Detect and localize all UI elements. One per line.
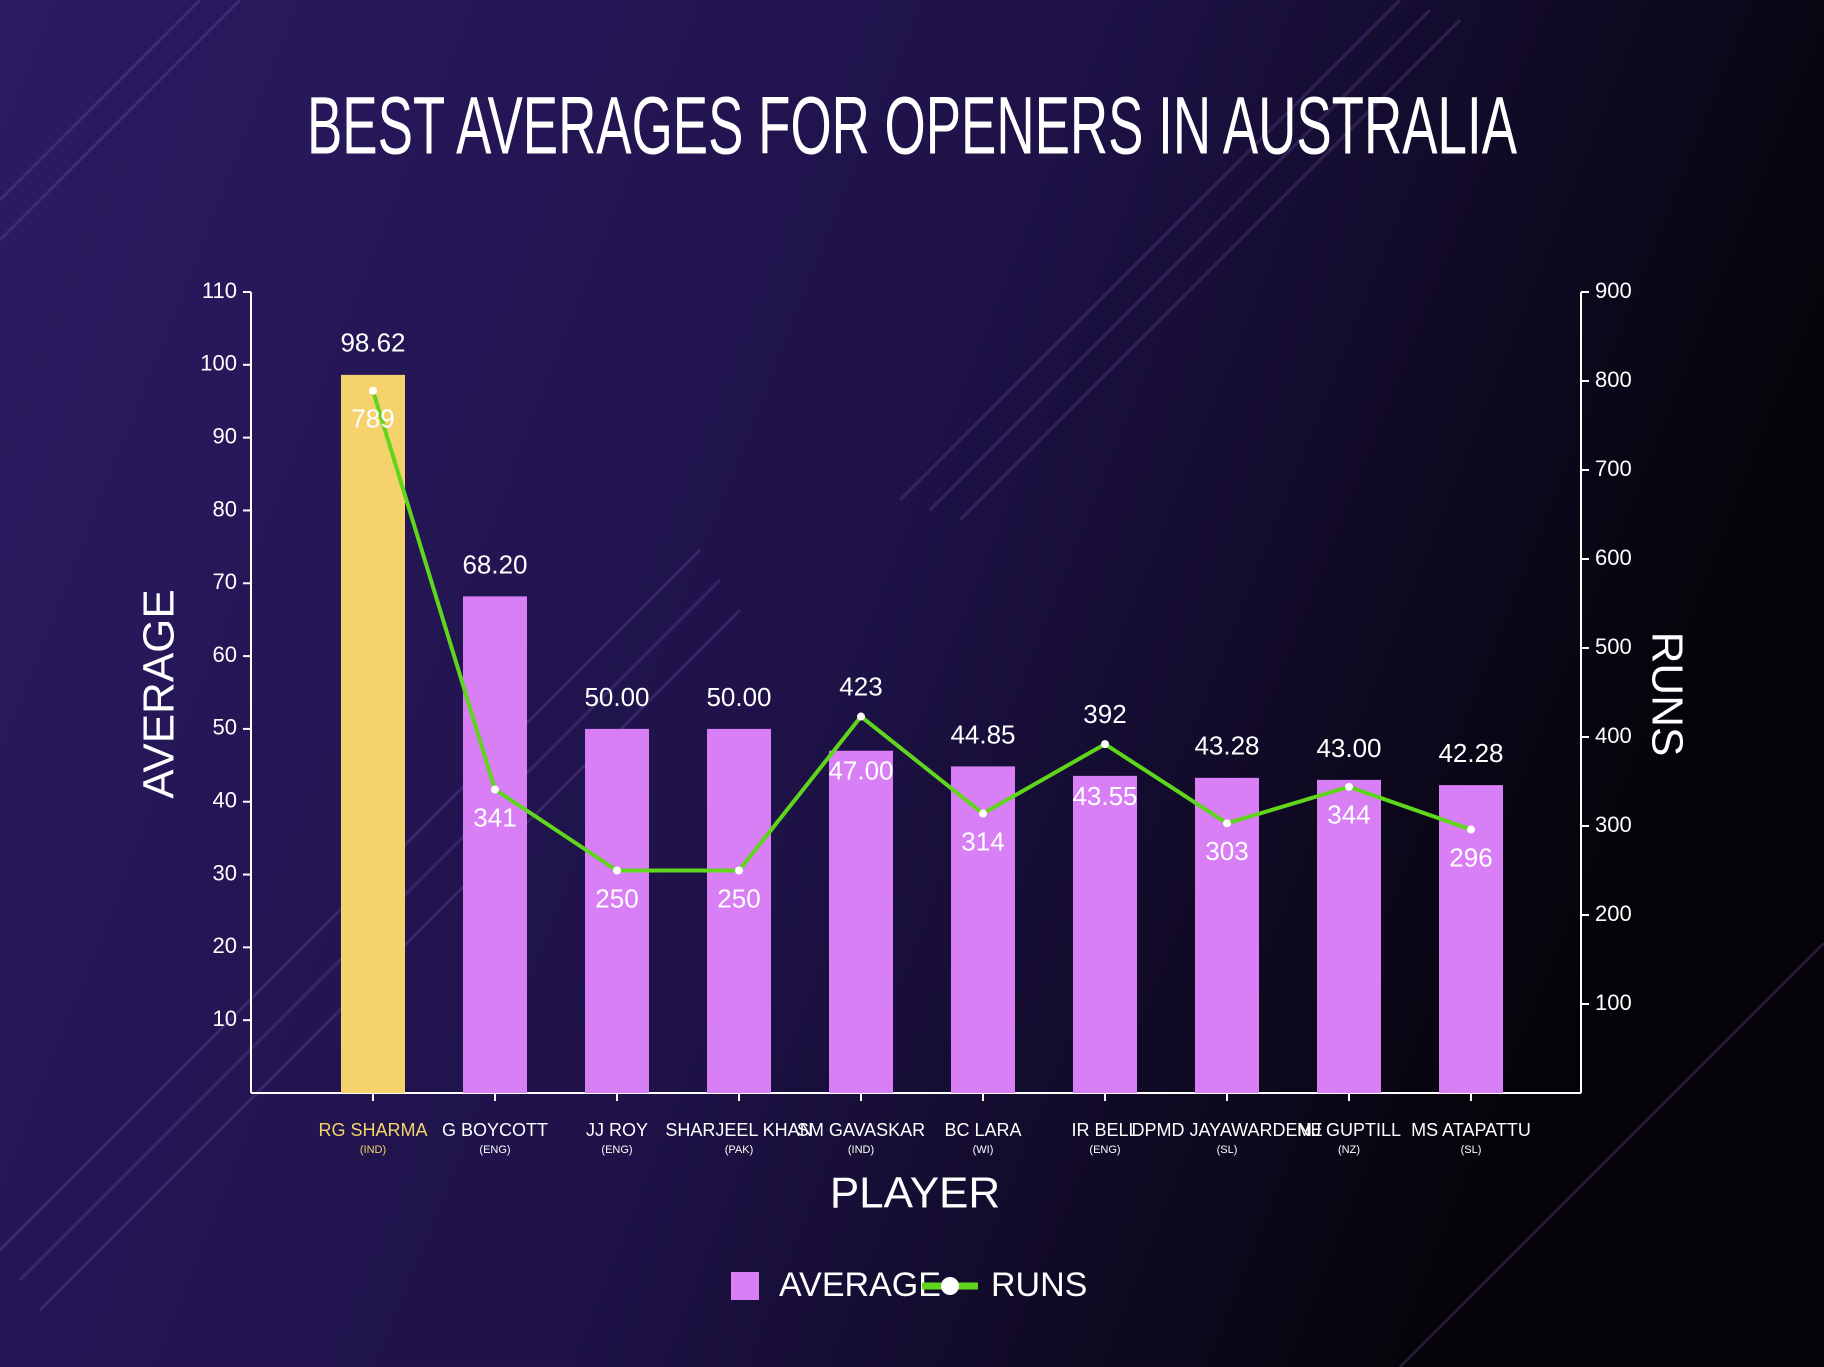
runs-value-label: 314 <box>961 826 1004 856</box>
x-tick-label: G BOYCOTT <box>442 1120 548 1140</box>
bar-value-label: 50.00 <box>706 682 771 712</box>
y2-tick-label: 800 <box>1595 367 1632 392</box>
bar <box>585 728 649 1093</box>
bar <box>951 766 1015 1093</box>
y2-tick-label: 400 <box>1595 723 1632 748</box>
bar <box>829 750 893 1093</box>
y-tick-label: 110 <box>202 278 237 303</box>
bar <box>1073 775 1137 1093</box>
bar-value-label: 50.00 <box>584 682 649 712</box>
bar <box>1317 779 1381 1093</box>
runs-value-label: 344 <box>1327 800 1370 830</box>
x-tick-label: MS ATAPATTU <box>1411 1120 1531 1140</box>
bar-value-label: 98.62 <box>340 328 405 358</box>
y2-tick-label: 200 <box>1595 901 1632 926</box>
runs-value-label: 296 <box>1449 842 1492 872</box>
bar-value-label: 43.00 <box>1316 733 1381 763</box>
bar-value-label: 43.28 <box>1194 731 1259 761</box>
bar <box>1195 777 1259 1093</box>
x-tick-sublabel: (ENG) <box>1089 1144 1120 1156</box>
y-tick-label: 70 <box>213 569 237 594</box>
x-tick-sublabel: (PAK) <box>725 1144 754 1156</box>
y-tick-label: 80 <box>213 496 237 521</box>
runs-point <box>735 866 743 875</box>
bar-value-label: 44.85 <box>950 719 1015 749</box>
chart-title: BEST AVERAGES FOR OPENERS IN AUSTRALIA <box>307 81 1517 172</box>
y-tick-label: 50 <box>213 715 237 740</box>
bar <box>1439 785 1503 1093</box>
bar <box>707 728 771 1093</box>
x-tick-label: DPMD JAYAWARDENE <box>1131 1120 1322 1140</box>
y2-axis-label: RUNS <box>1642 632 1691 757</box>
runs-point <box>369 386 377 395</box>
runs-value-label: 789 <box>351 404 394 434</box>
y-tick-label: 60 <box>213 642 237 667</box>
x-tick-label: JJ ROY <box>586 1120 648 1140</box>
x-tick-label: RG SHARMA <box>318 1120 427 1140</box>
legend-label: RUNS <box>991 1266 1087 1304</box>
runs-value-label: 250 <box>717 883 760 913</box>
x-axis-label: PLAYER <box>830 1169 1000 1218</box>
y-tick-label: 10 <box>213 1006 237 1031</box>
runs-value-label: 303 <box>1205 836 1248 866</box>
runs-point <box>1223 819 1231 828</box>
runs-value-label: 392 <box>1083 699 1126 729</box>
runs-point <box>1101 740 1109 749</box>
y2-tick-label: 100 <box>1595 990 1632 1015</box>
runs-line <box>371 390 1472 873</box>
y-tick-label: 30 <box>213 860 237 885</box>
x-tick-sublabel: (SL) <box>1217 1144 1238 1156</box>
x-tick-sublabel: (IND) <box>848 1144 874 1156</box>
y2-tick-label: 600 <box>1595 545 1632 570</box>
x-tick-sublabel: (IND) <box>360 1144 386 1156</box>
bars <box>341 374 1503 1094</box>
bar-value-label: 43.55 <box>1072 781 1137 811</box>
x-tick-label: MJ GUPTILL <box>1297 1120 1401 1140</box>
bar-value-label: 42.28 <box>1438 738 1503 768</box>
runs-point <box>1345 782 1353 791</box>
y2-tick-label: 900 <box>1595 278 1632 303</box>
bar <box>341 374 405 1094</box>
x-tick-sublabel: (WI) <box>973 1144 994 1156</box>
x-tick-label: IR BELL <box>1071 1120 1138 1140</box>
y-tick-label: 100 <box>200 351 237 376</box>
x-tick-label: BC LARA <box>944 1120 1021 1140</box>
y-tick-label: 40 <box>213 788 237 813</box>
legend-swatch <box>731 1272 759 1300</box>
x-tick-sublabel: (NZ) <box>1338 1144 1360 1156</box>
runs-point <box>1467 825 1475 834</box>
runs-point <box>857 712 865 721</box>
x-tick-sublabel: (SL) <box>1461 1144 1482 1156</box>
x-tick-sublabel: (ENG) <box>601 1144 632 1156</box>
runs-value-label: 423 <box>839 671 882 701</box>
bar-value-label: 47.00 <box>828 756 893 786</box>
x-tick-sublabel: (ENG) <box>479 1144 510 1156</box>
runs-value-label: 250 <box>595 883 638 913</box>
y-tick-label: 90 <box>213 423 237 448</box>
runs-point <box>491 785 499 794</box>
y2-tick-label: 700 <box>1595 456 1632 481</box>
runs-point <box>979 809 987 818</box>
x-tick-label: SHARJEEL KHAN <box>665 1120 812 1140</box>
y2-tick-label: 300 <box>1595 812 1632 837</box>
legend-label: AVERAGE <box>779 1266 941 1304</box>
runs-point <box>613 866 621 875</box>
runs-value-label: 341 <box>473 802 516 832</box>
bar <box>463 596 527 1093</box>
x-tick-label: SM GAVASKAR <box>797 1120 925 1140</box>
bar-value-label: 68.20 <box>462 549 527 579</box>
y-tick-label: 20 <box>213 933 237 958</box>
legend-dot <box>941 1277 959 1295</box>
y2-tick-label: 500 <box>1595 634 1632 659</box>
y-axis-label: AVERAGE <box>135 589 184 798</box>
